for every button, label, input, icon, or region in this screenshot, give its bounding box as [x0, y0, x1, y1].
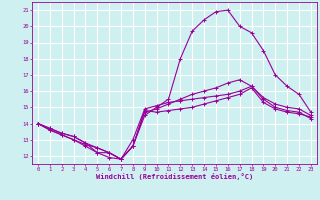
X-axis label: Windchill (Refroidissement éolien,°C): Windchill (Refroidissement éolien,°C) [96, 173, 253, 180]
